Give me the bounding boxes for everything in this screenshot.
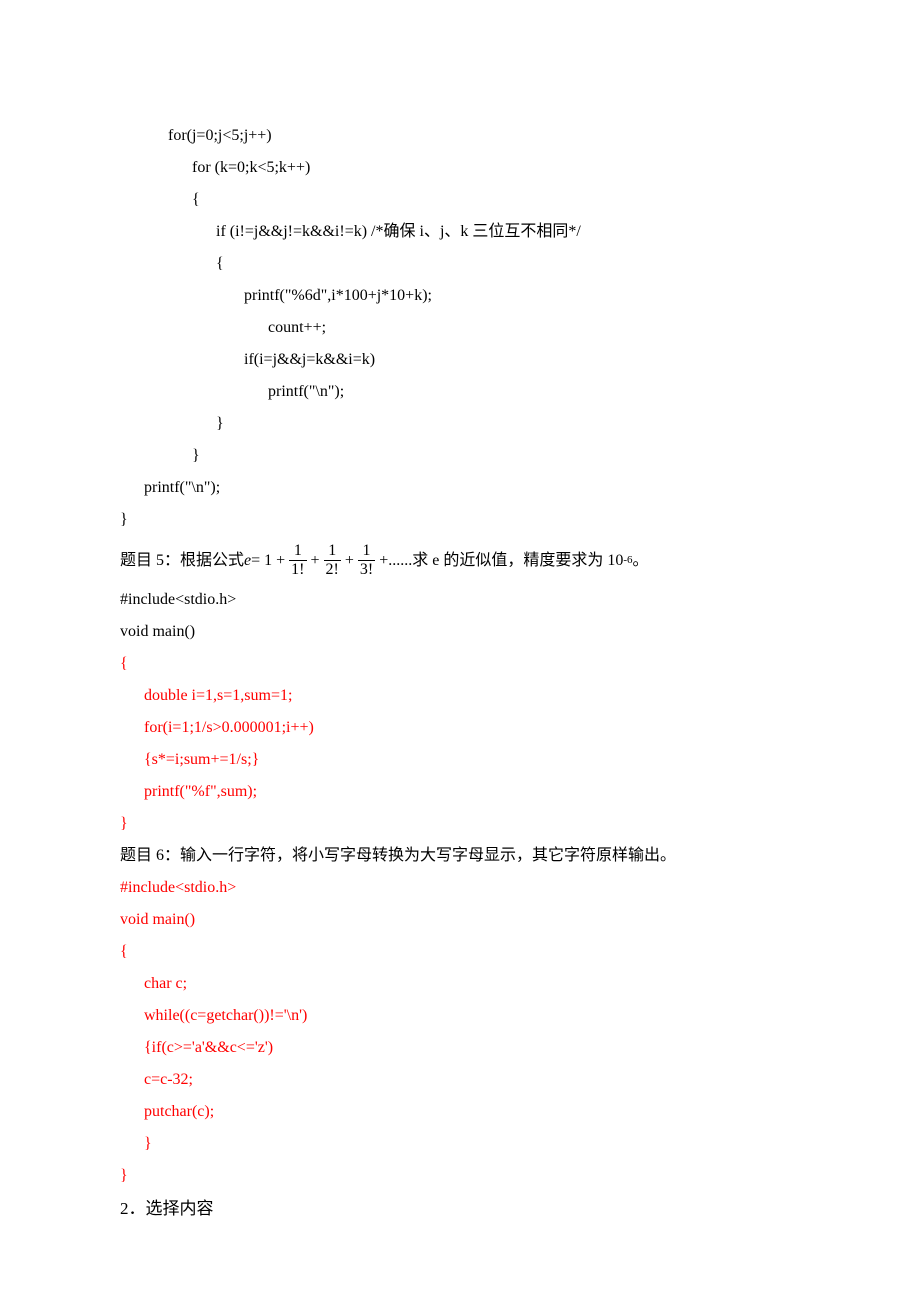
code6-line: c=c-32; (120, 1064, 800, 1096)
q5-e: e (244, 551, 251, 570)
q5-exponent: -6 (623, 554, 632, 567)
code6-line: } (120, 1160, 800, 1192)
frac-den: 3! (358, 561, 375, 579)
frac-den: 2! (324, 561, 341, 579)
code6-line: } (120, 1128, 800, 1160)
code-line: printf("\n"); (120, 472, 800, 504)
code-line: printf("\n"); (120, 376, 800, 408)
code6-line: while((c=getchar())!='\n') (120, 1000, 800, 1032)
q5-dots: ...... (388, 551, 412, 570)
frac-num: 1 (326, 542, 338, 560)
q5-plus: + (345, 551, 354, 570)
frac-num: 1 (292, 542, 304, 560)
code5-line: for(i=1;1/s>0.000001;i++) (120, 712, 800, 744)
frac-num: 1 (361, 542, 373, 560)
section-2-heading: 2．选择内容 (120, 1192, 800, 1226)
q5-suffix-b: 。 (633, 551, 649, 570)
code5-line: double i=1,s=1,sum=1; (120, 680, 800, 712)
code6-line: putchar(c); (120, 1096, 800, 1128)
code-line: if (i!=j&&j!=k&&i!=k) /*确保 i、j、k 三位互不相同*… (120, 216, 800, 248)
code-line: } (120, 440, 800, 472)
code5-line: printf("%f",sum); (120, 776, 800, 808)
q5-prefix: 题目 5：根据公式 (120, 551, 244, 570)
code-line: count++; (120, 312, 800, 344)
code5-line: {s*=i;sum+=1/s;} (120, 744, 800, 776)
q5-suffix-a: 求 e 的近似值，精度要求为 10 (412, 551, 623, 570)
code5-line: #include<stdio.h> (120, 584, 800, 616)
code6-line: #include<stdio.h> (120, 872, 800, 904)
code5-line: { (120, 648, 800, 680)
code-line: { (120, 184, 800, 216)
code5-line: void main() (120, 616, 800, 648)
code6-line: { (120, 936, 800, 968)
question-5: 题目 5：根据公式 e = 1 + 1 1! + 1 2! + 1 3! + .… (120, 542, 800, 578)
code-line: for(j=0;j<5;j++) (120, 120, 800, 152)
fraction-1: 1 1! (289, 542, 306, 578)
code5-line: } (120, 808, 800, 840)
code-line: { (120, 248, 800, 280)
code-line: for (k=0;k<5;k++) (120, 152, 800, 184)
question-6: 题目 6：输入一行字符，将小写字母转换为大写字母显示，其它字符原样输出。 (120, 840, 800, 872)
q5-eq: = 1 + (251, 551, 285, 570)
code-line: printf("%6d",i*100+j*10+k); (120, 280, 800, 312)
code6-line: {if(c>='a'&&c<='z') (120, 1032, 800, 1064)
fraction-3: 1 3! (358, 542, 375, 578)
code-line: } (120, 408, 800, 440)
code6-line: char c; (120, 968, 800, 1000)
code6-line: void main() (120, 904, 800, 936)
code-line: } (120, 504, 800, 536)
q5-plus: + (379, 551, 388, 570)
frac-den: 1! (289, 561, 306, 579)
q5-plus: + (311, 551, 320, 570)
code-line: if(i=j&&j=k&&i=k) (120, 344, 800, 376)
fraction-2: 1 2! (324, 542, 341, 578)
